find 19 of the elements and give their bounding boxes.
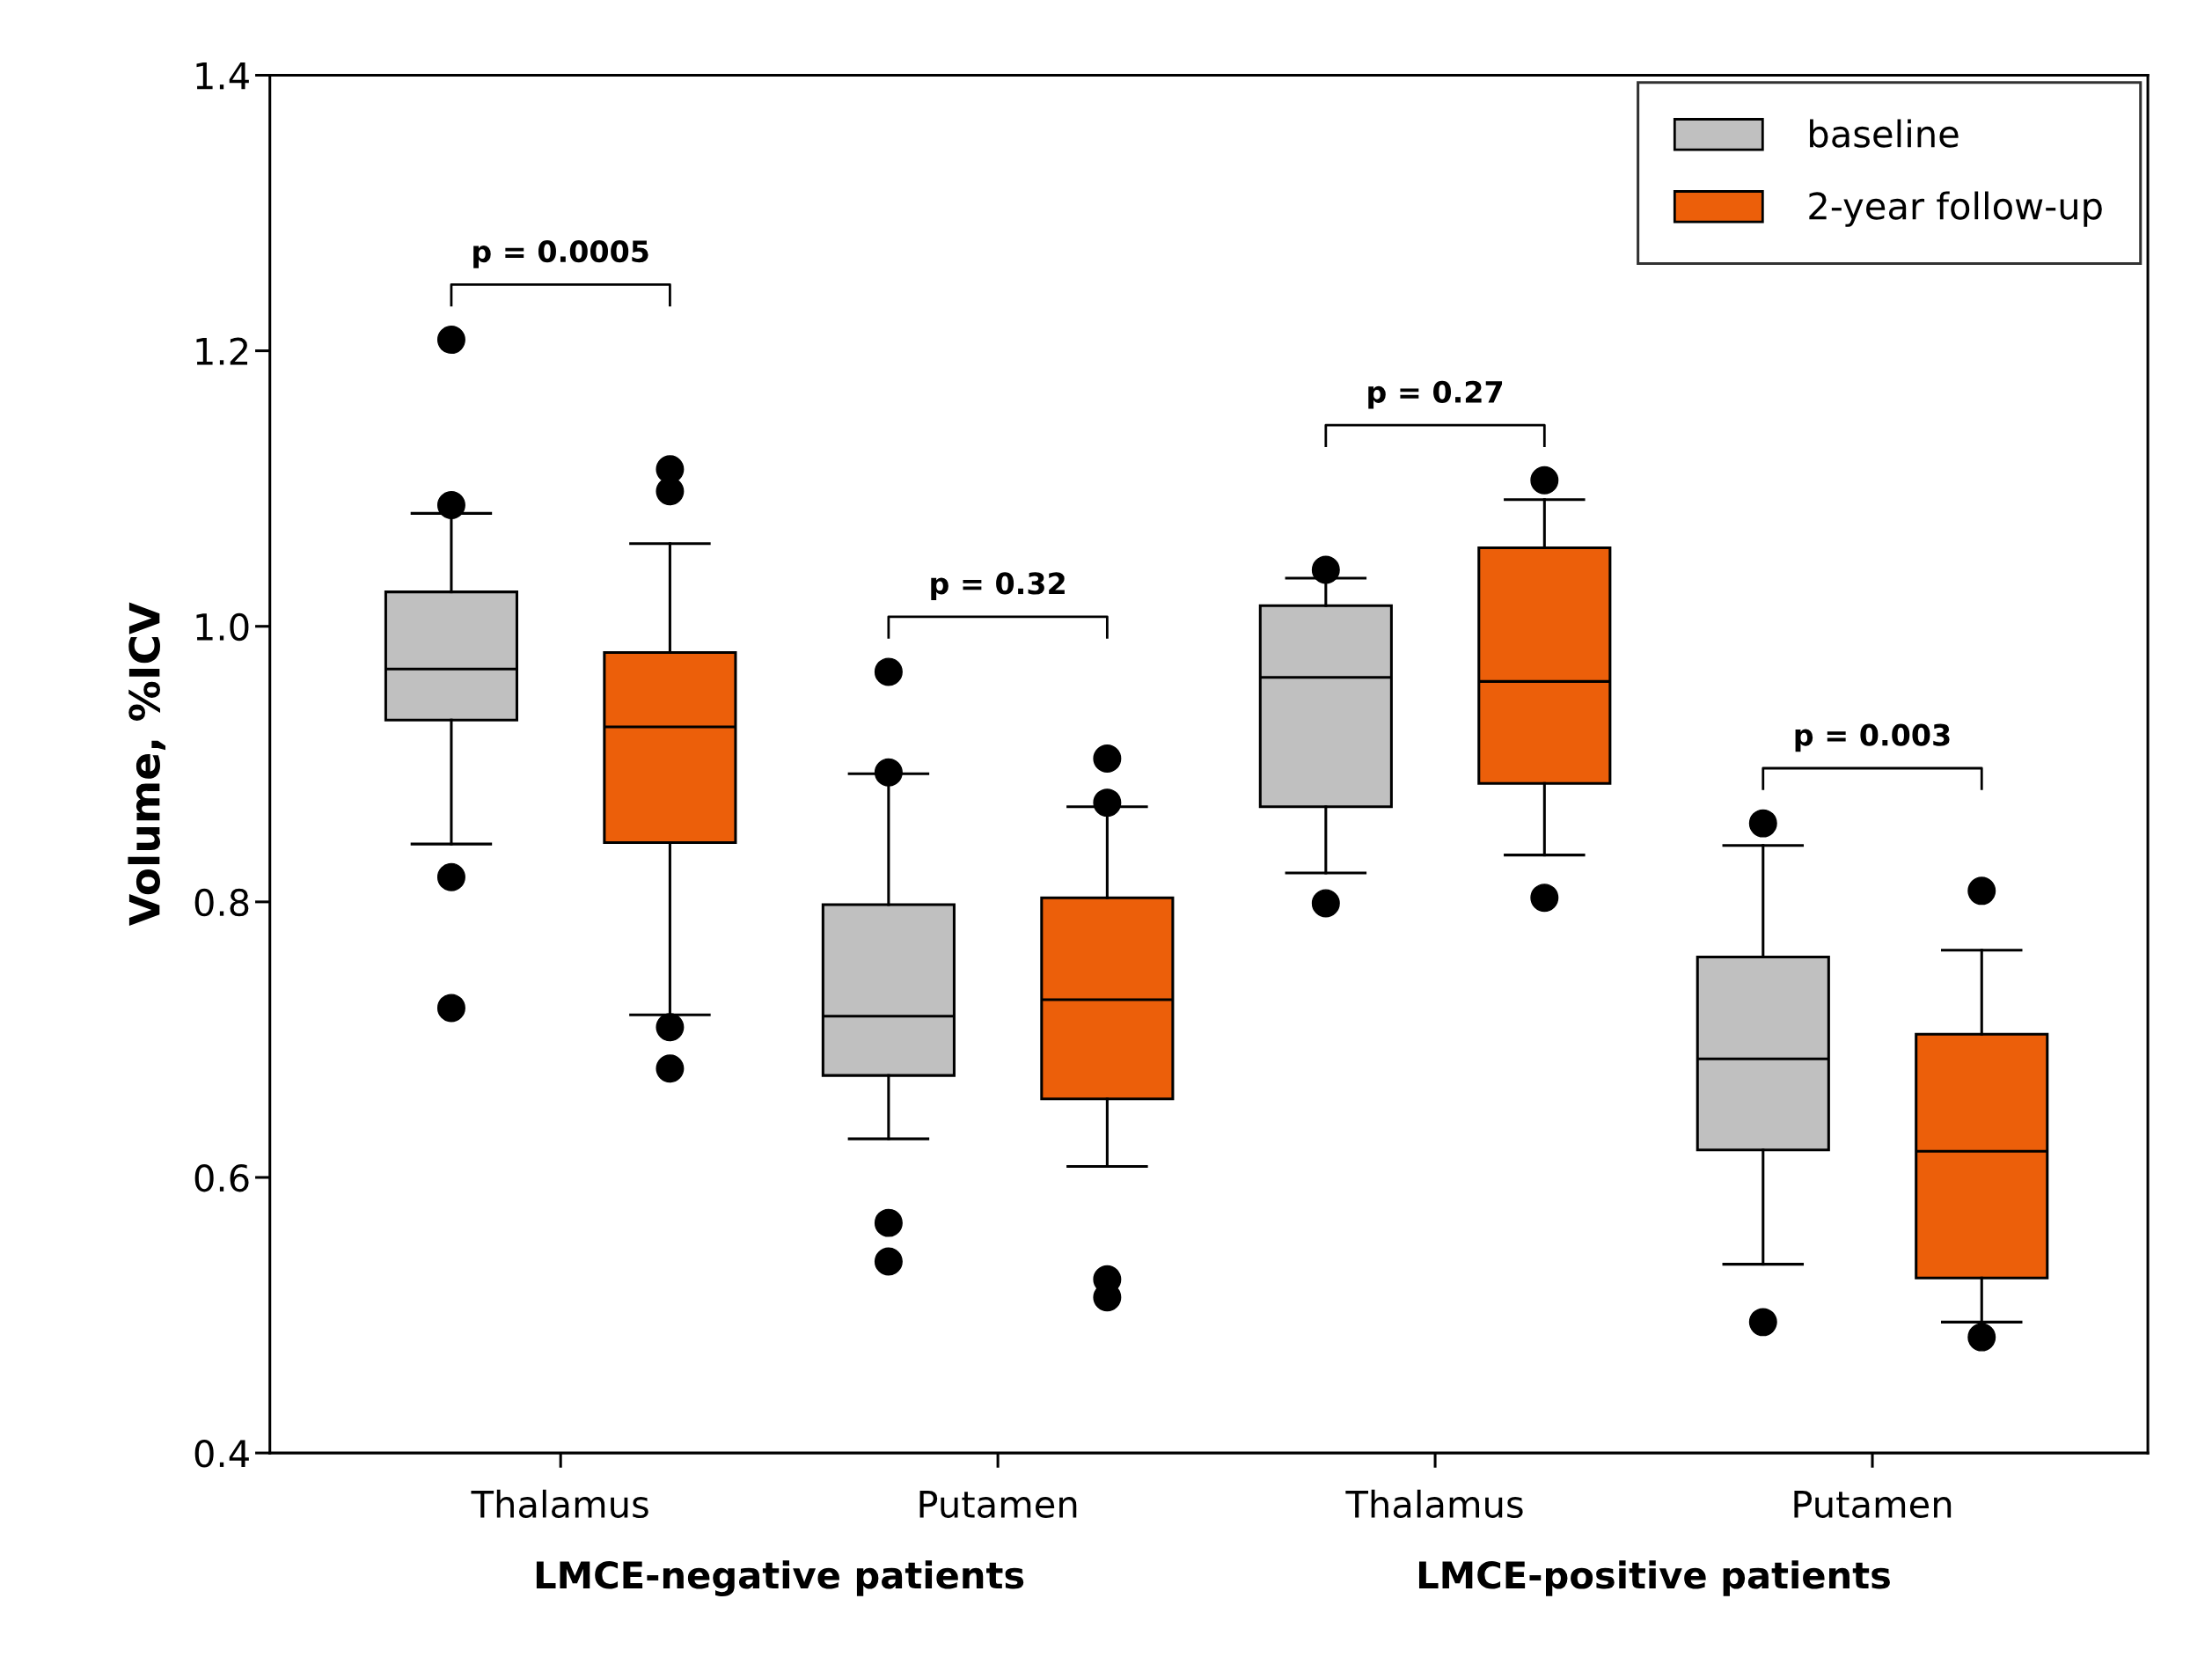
annotation: p = 0.27 bbox=[1368, 380, 1503, 409]
y-tick-label: 0.6 bbox=[194, 1163, 249, 1192]
text: LMCE-negative patients bbox=[536, 1560, 1024, 1596]
legend-label: baseline bbox=[1810, 119, 1959, 148]
y-tick-label: 1.0 bbox=[196, 612, 249, 642]
annotation: p = 0.0005 bbox=[473, 240, 648, 268]
annotation: p = 0.003 bbox=[1795, 723, 1950, 752]
x-tick-label: Thalamus bbox=[471, 1489, 648, 1519]
annotation: p = 0.32 bbox=[931, 572, 1065, 600]
y-tick-label: 0.8 bbox=[194, 888, 249, 917]
x-tick-label: Putamen bbox=[1794, 1491, 1952, 1519]
y-tick-label: 1.2 bbox=[196, 337, 248, 365]
legend-label: 2-year follow-up bbox=[1809, 191, 2102, 227]
x-tick-label: Thalamus bbox=[1345, 1489, 1523, 1519]
y-tick-label: 1.4 bbox=[196, 62, 249, 90]
text: LMCE-positive patients bbox=[1418, 1560, 1890, 1596]
y-axis-title: Volume, %ICV bbox=[128, 602, 166, 927]
y-tick-label: 0.4 bbox=[194, 1440, 249, 1468]
x-tick-label: Putamen bbox=[919, 1491, 1077, 1519]
